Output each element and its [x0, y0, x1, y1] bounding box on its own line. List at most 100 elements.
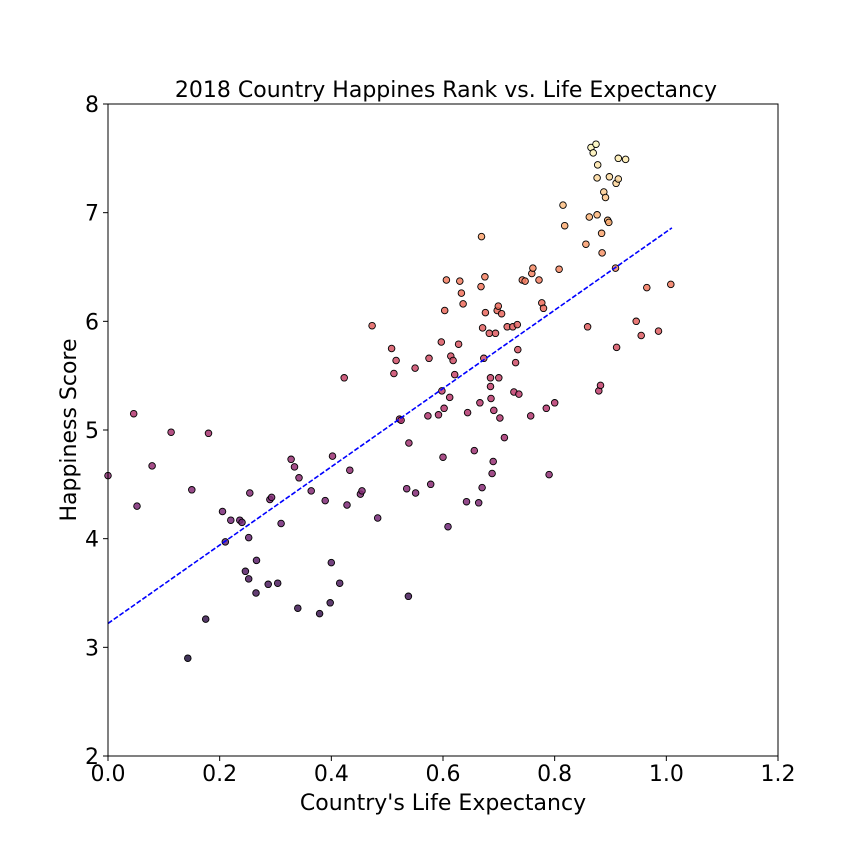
- data-point: [440, 404, 448, 413]
- data-point: [511, 358, 520, 367]
- data-point: [392, 356, 400, 365]
- x-tick-label: 0.0: [91, 762, 126, 787]
- data-point: [526, 412, 535, 420]
- data-point: [481, 308, 490, 317]
- data-point: [605, 218, 613, 227]
- data-point: [167, 428, 175, 436]
- data-point: [227, 516, 235, 524]
- data-point: [445, 393, 454, 402]
- data-point: [598, 249, 606, 257]
- y-tick-label: 7: [85, 202, 99, 227]
- data-point: [459, 300, 467, 308]
- data-point: [439, 453, 447, 461]
- y-tick-label: 2: [85, 745, 99, 770]
- data-point: [184, 654, 192, 662]
- x-tick-label: 0.8: [537, 762, 572, 787]
- data-point: [287, 455, 295, 464]
- data-point: [387, 344, 396, 353]
- data-point: [244, 533, 253, 542]
- data-point: [327, 558, 336, 567]
- data-point: [277, 519, 285, 528]
- data-point: [315, 609, 324, 618]
- data-point: [434, 411, 443, 419]
- data-point: [496, 414, 504, 422]
- data-point: [476, 399, 484, 407]
- data-point: [129, 409, 138, 418]
- x-tick-label: 1.0: [649, 762, 684, 787]
- data-point: [402, 484, 411, 493]
- data-point: [358, 487, 366, 495]
- x-tick-label: 1.2: [761, 762, 796, 787]
- data-point: [489, 457, 497, 466]
- data-point: [621, 155, 630, 164]
- data-point: [494, 302, 503, 310]
- data-point: [437, 338, 446, 346]
- data-point: [457, 289, 466, 297]
- data-point: [632, 317, 640, 326]
- data-point: [478, 483, 486, 492]
- data-point: [444, 522, 452, 531]
- y-tick-label: 8: [85, 93, 99, 118]
- data-point: [560, 221, 569, 230]
- data-point: [405, 439, 413, 447]
- data-point: [241, 567, 250, 576]
- data-point: [450, 370, 459, 379]
- data-point: [188, 486, 196, 494]
- data-point: [462, 497, 471, 506]
- data-point: [559, 201, 567, 209]
- data-point: [368, 321, 376, 330]
- data-point: [535, 276, 543, 284]
- data-point: [442, 276, 451, 284]
- data-point: [582, 240, 590, 248]
- data-point: [474, 499, 483, 507]
- data-point: [346, 466, 354, 474]
- data-point: [449, 356, 457, 365]
- data-point: [438, 387, 446, 395]
- data-point: [335, 579, 344, 587]
- data-point: [478, 324, 487, 332]
- data-point: [589, 149, 597, 157]
- data-point: [488, 469, 496, 478]
- data-point: [481, 273, 489, 281]
- data-point: [201, 615, 210, 623]
- data-point: [614, 154, 623, 163]
- data-point: [593, 211, 601, 219]
- data-point: [667, 280, 675, 289]
- data-point: [490, 406, 498, 415]
- data-point: [593, 161, 602, 169]
- data-point: [148, 462, 156, 470]
- data-point: [542, 404, 551, 413]
- data-point: [593, 174, 601, 182]
- regression-line-layer: [107, 227, 673, 625]
- data-point: [486, 374, 495, 382]
- data-point: [290, 463, 299, 471]
- data-point: [343, 501, 351, 509]
- data-point: [307, 487, 315, 495]
- data-point: [597, 229, 606, 238]
- x-tick-label: 0.2: [202, 762, 237, 787]
- data-point: [238, 518, 246, 527]
- data-point: [521, 277, 529, 285]
- data-point: [514, 345, 522, 354]
- data-point: [424, 412, 432, 420]
- x-tick-label: 0.6: [426, 762, 461, 787]
- data-point: [411, 364, 419, 372]
- data-point: [463, 408, 472, 417]
- data-point: [326, 599, 334, 607]
- data-point: [637, 331, 645, 340]
- data-point: [218, 507, 227, 516]
- data-point: [133, 502, 141, 510]
- data-point: [426, 480, 435, 489]
- data-point: [267, 493, 276, 502]
- data-point: [321, 496, 329, 505]
- ticks-layer: 0.0 0.2 0.4 0.6 0.8 1.0 1.2 2 3 4 5 6 7 8: [85, 93, 796, 787]
- data-point: [605, 173, 614, 181]
- data-point: [477, 282, 485, 291]
- data-point: [425, 354, 433, 363]
- data-point: [545, 470, 553, 479]
- y-tick-label: 6: [85, 310, 99, 335]
- data-point: [550, 399, 559, 407]
- data-point: [585, 213, 594, 221]
- data-point: [555, 265, 563, 273]
- data-point: [592, 140, 600, 148]
